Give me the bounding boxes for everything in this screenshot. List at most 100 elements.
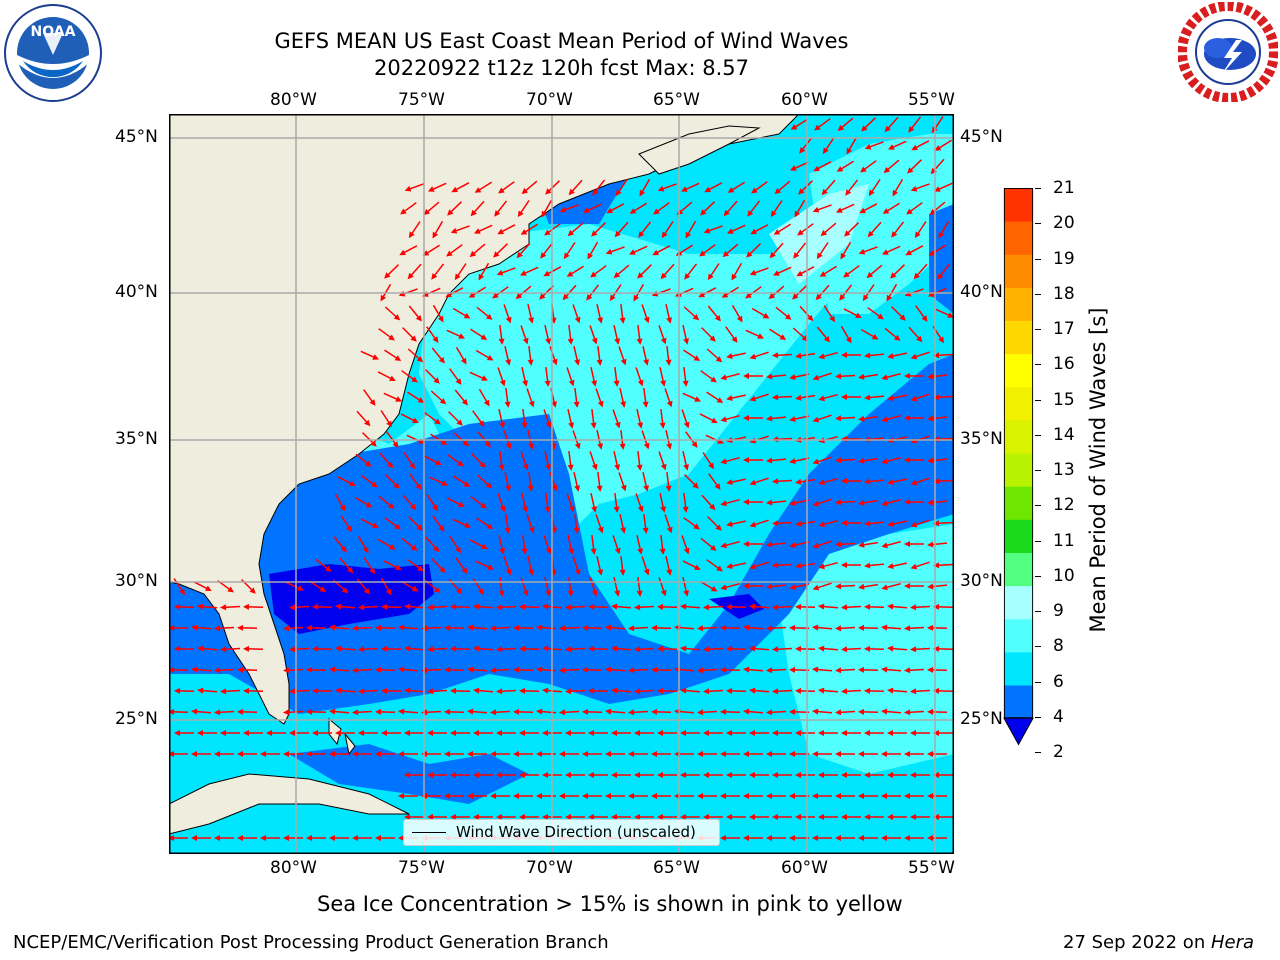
wave-direction-arrowhead [661, 231, 668, 239]
wave-direction-arrowhead [703, 772, 709, 778]
wave-direction-arrowhead [169, 835, 174, 841]
wave-direction-arrowhead [521, 422, 528, 429]
colorbar-tick-label: 8 [1053, 636, 1064, 657]
wave-direction-arrowhead [773, 270, 780, 276]
lon-label-top-70w: 70°W [526, 90, 573, 110]
wave-direction-arrowhead [467, 708, 474, 715]
wave-direction-arrowhead [643, 316, 650, 324]
wave-direction-arrowhead [766, 751, 772, 757]
wave-direction-arrowhead [692, 482, 699, 489]
wave-direction-arrowhead [882, 208, 890, 214]
wave-direction-arrowhead [574, 485, 580, 492]
wave-direction-arrowhead [743, 624, 750, 631]
wave-direction-arrowhead [628, 793, 634, 799]
wave-direction-arrowhead [794, 210, 801, 218]
wave-direction-arrowhead [639, 189, 646, 197]
wave-direction-arrowhead [840, 252, 847, 260]
wave-direction-arrowhead [520, 229, 528, 235]
wave-direction-arrowhead [492, 292, 499, 299]
wave-direction-arrowhead [891, 231, 898, 238]
wave-direction-arrowhead [629, 208, 637, 214]
wave-direction-arrowhead [634, 772, 640, 778]
wave-direction-arrowhead [197, 730, 203, 736]
wave-direction-arrowhead [522, 337, 529, 345]
wave-direction-arrowhead [498, 464, 505, 471]
wave-direction-arrowhead [522, 380, 528, 387]
wave-direction-arrowhead [628, 709, 635, 716]
wave-direction-arrowhead [289, 730, 295, 736]
colorbar-tick-label: 17 [1053, 319, 1075, 339]
wave-direction-arrowhead [795, 603, 802, 610]
wave-direction-arrowhead [651, 666, 658, 673]
wave-direction-arrowhead [904, 499, 910, 505]
wave-direction-arrowhead [743, 666, 750, 673]
wave-direction-arrowhead [934, 145, 942, 151]
wave-direction-arrowhead [793, 252, 800, 259]
wave-direction-arrowhead [519, 645, 526, 652]
wave-direction-arrowhead [680, 687, 687, 694]
wave-direction-arrowhead [427, 646, 434, 653]
wave-direction-arrowhead [720, 666, 727, 673]
wave-direction-arrowhead [461, 567, 468, 574]
wave-direction-arrowhead [605, 793, 611, 799]
wave-direction-arrowhead [697, 667, 704, 674]
wave-direction-arrowhead [835, 583, 842, 590]
wave-direction-arrowhead [542, 645, 549, 652]
wave-direction-arrowhead [513, 666, 520, 673]
wave-direction-arrowhead [789, 624, 796, 631]
wave-direction-arrowhead [651, 793, 657, 799]
colorbar-tick-mark [1035, 434, 1041, 436]
wave-direction-arrowhead [789, 708, 796, 715]
wave-direction-arrowhead [927, 583, 934, 590]
wave-direction-arrowhead [339, 504, 346, 512]
wave-direction-arrowhead [559, 206, 567, 213]
wave-direction-arrowhead [881, 584, 888, 591]
wave-direction-arrowhead [174, 687, 181, 694]
wave-direction-arrowhead [717, 438, 724, 444]
wave-direction-arrowhead [666, 317, 672, 324]
wave-direction-arrowhead [481, 543, 488, 549]
wave-direction-arrowhead [636, 338, 643, 345]
wave-direction-arrowhead [440, 439, 448, 445]
wave-direction-arrowhead [528, 443, 534, 450]
wave-direction-arrowhead [651, 624, 658, 631]
wave-direction-arrowhead [544, 380, 551, 387]
wave-direction-arrowhead [329, 835, 335, 841]
wave-direction-arrowhead [545, 547, 552, 555]
wave-direction-arrowhead [789, 542, 796, 548]
wave-direction-arrowhead [659, 548, 666, 555]
lat-label-right-45n: 45°N [960, 127, 1003, 147]
colorbar-segment [1003, 552, 1034, 587]
wave-direction-arrowhead [636, 464, 643, 471]
wave-direction-arrowhead [447, 209, 454, 216]
wave-direction-arrowhead [582, 666, 589, 673]
wave-direction-arrowhead [743, 457, 749, 463]
wave-direction-arrowhead [651, 751, 657, 757]
wave-direction-arrowhead [789, 500, 796, 506]
wave-direction-arrowhead [659, 422, 666, 429]
wave-period-map [169, 114, 954, 854]
wave-direction-arrowhead [220, 646, 227, 653]
wave-direction-arrowhead [772, 520, 779, 527]
wave-direction-arrowhead [743, 373, 749, 379]
wave-direction-arrowhead [205, 585, 212, 591]
wave-direction-arrowhead [592, 189, 599, 196]
wave-direction-arrowhead [921, 315, 928, 322]
wave-direction-arrowhead [910, 814, 916, 820]
wave-direction-arrowhead [237, 708, 244, 715]
wave-direction-arrowhead [197, 687, 204, 694]
wave-direction-arrowhead [749, 563, 757, 570]
wave-direction-arrowhead [542, 687, 549, 694]
wave-direction-arrowhead [927, 666, 934, 673]
wave-direction-arrowhead [766, 625, 773, 632]
wave-direction-arrowhead [710, 544, 717, 551]
wave-direction-arrowhead [812, 416, 820, 423]
wave-direction-arrowhead [769, 251, 776, 259]
wave-direction-arrowhead [568, 422, 574, 429]
wave-direction-arrowhead [427, 688, 434, 695]
wave-direction-arrowhead [638, 231, 645, 238]
wave-direction-arrowhead [818, 563, 825, 570]
colorbar-tick-label: 4 [1053, 706, 1064, 727]
wave-direction-arrowhead [766, 541, 773, 548]
lon-label-bottom-55w: 55°W [908, 858, 955, 878]
